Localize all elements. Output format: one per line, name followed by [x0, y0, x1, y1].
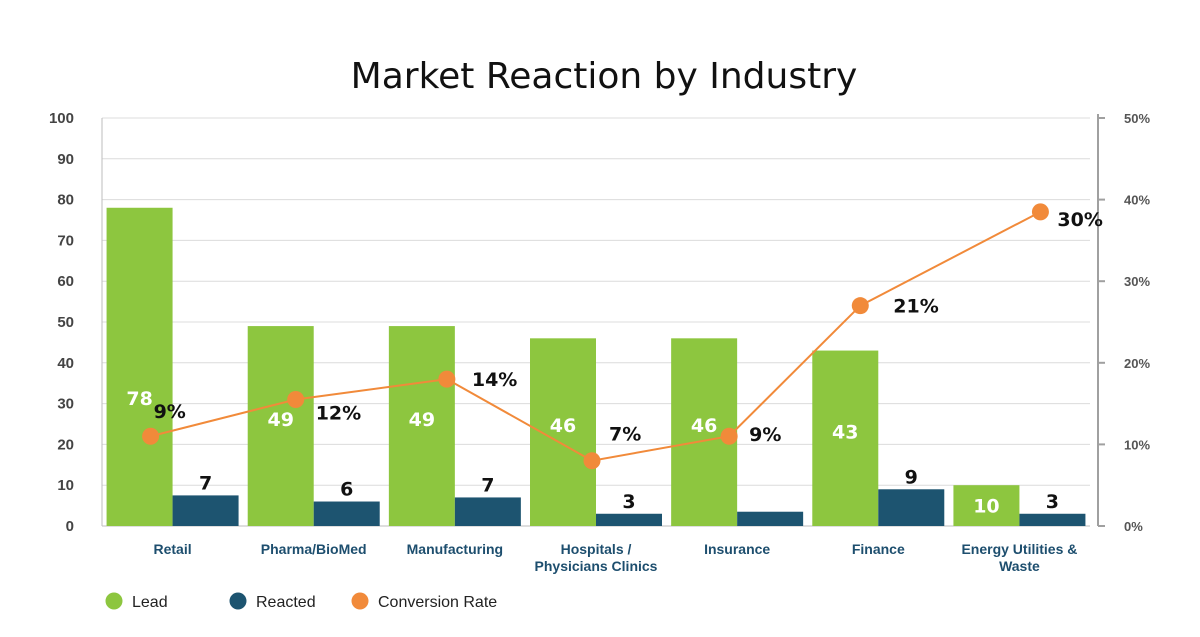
bar-reacted-hospitals-physicians-clinics [596, 513, 662, 526]
label-reacted-manufacturing: 7 [481, 474, 494, 496]
conversion-rate-line [142, 203, 1049, 470]
label-lead-finance: 43 [832, 421, 858, 443]
legend-label-lead: Lead [132, 594, 168, 611]
category-label-pharma-biomed: Pharma/BioMed [261, 541, 367, 557]
point-rate-hospitals-physicians-clinics [583, 452, 601, 470]
label-lead-manufacturing: 49 [409, 409, 435, 431]
y-tick-left: 100 [49, 110, 74, 127]
point-rate-manufacturing [438, 370, 456, 388]
y-tick-left: 20 [57, 436, 74, 453]
bar-lead-finance [812, 350, 879, 526]
label-reacted-pharma-biomed: 6 [340, 479, 353, 501]
label-rate-energy-utilities-waste: 30% [1057, 209, 1102, 231]
legend-label-conversion-rate: Conversion Rate [378, 594, 497, 611]
y-tick-right: 50% [1124, 111, 1150, 126]
category-label-hospitals-physicians-clinics: Hospitals / Physicians Clinics [535, 541, 658, 574]
legend-marker-conversion-rate [351, 592, 369, 610]
label-rate-insurance: 9% [749, 424, 781, 446]
category-label-finance: Finance [852, 541, 905, 557]
label-rate-retail: 9% [154, 401, 186, 423]
y-tick-right: 20% [1124, 356, 1150, 371]
category-label-energy-utilities-waste: Energy Utilities & Waste [961, 541, 1077, 574]
bar-reacted-retail [172, 495, 239, 526]
bar-reacted-manufacturing [454, 497, 521, 526]
legend-marker-reacted [229, 592, 247, 610]
y-tick-right: 40% [1124, 193, 1150, 208]
y-tick-left: 30 [57, 396, 74, 413]
bars [106, 207, 1086, 526]
y-tick-left: 0 [66, 518, 74, 535]
legend: Lead Reacted Conversion Rate [105, 592, 497, 611]
category-label-manufacturing: Manufacturing [407, 541, 503, 557]
label-lead-pharma-biomed: 49 [267, 409, 293, 431]
point-rate-insurance [720, 427, 738, 445]
label-rate-finance: 21% [893, 296, 938, 318]
bar-lead-manufacturing [388, 326, 455, 526]
data-labels: 78 7 49 6 49 7 46 3 46 43 9 10 3 9% 12% 14% 7% 9% 21% 30% [126, 209, 1103, 518]
y-tick-left: 50 [57, 314, 74, 331]
bar-lead-pharma-biomed [247, 326, 314, 526]
point-rate-pharma-biomed [287, 391, 305, 409]
bar-reacted-energy-utilities-waste [1019, 513, 1086, 526]
label-reacted-hospitals-physicians-clinics: 3 [622, 491, 635, 513]
label-lead-insurance: 46 [691, 415, 717, 437]
label-reacted-energy-utilities-waste: 3 [1046, 491, 1059, 513]
bar-reacted-insurance [737, 511, 804, 526]
point-rate-finance [851, 297, 869, 315]
label-rate-pharma-biomed: 12% [316, 403, 361, 425]
label-rate-hospitals-physicians-clinics: 7% [609, 424, 641, 446]
y-tick-left: 60 [57, 273, 74, 290]
bar-reacted-pharma-biomed [313, 501, 380, 526]
y-tick-right: 0% [1124, 519, 1143, 534]
label-reacted-finance: 9 [905, 466, 918, 488]
chart-title: Market Reaction by Industry [351, 56, 858, 97]
y-tick-left: 70 [57, 232, 74, 249]
y-tick-right: 30% [1124, 274, 1150, 289]
category-label-insurance: Insurance [704, 541, 770, 557]
y-tick-left: 80 [57, 192, 74, 209]
bar-lead-retail [106, 207, 173, 526]
y-tick-right: 10% [1124, 437, 1150, 452]
legend-marker-lead [105, 592, 123, 610]
category-label-retail: Retail [154, 541, 192, 557]
y-tick-left: 10 [57, 477, 74, 494]
y-tick-left: 40 [57, 355, 74, 372]
label-rate-manufacturing: 14% [472, 369, 517, 391]
bar-lead-energy-utilities-waste [953, 485, 1020, 526]
point-rate-energy-utilities-waste [1031, 203, 1049, 221]
point-rate-retail [142, 427, 160, 445]
y-tick-left: 90 [57, 151, 74, 168]
label-lead-energy-utilities-waste: 10 [973, 496, 999, 518]
bar-reacted-finance [878, 489, 945, 526]
axes: 0 10 20 30 40 50 60 70 80 90 100 0% 10% 20% 30% 40% 50% [49, 110, 1150, 535]
category-labels: Retail Pharma/BioMed Manufacturing Hospital… [154, 541, 1078, 574]
label-lead-hospitals-physicians-clinics: 46 [550, 415, 576, 437]
legend-label-reacted: Reacted [256, 594, 316, 611]
label-reacted-retail: 7 [199, 472, 212, 494]
label-lead-retail: 78 [126, 388, 152, 410]
